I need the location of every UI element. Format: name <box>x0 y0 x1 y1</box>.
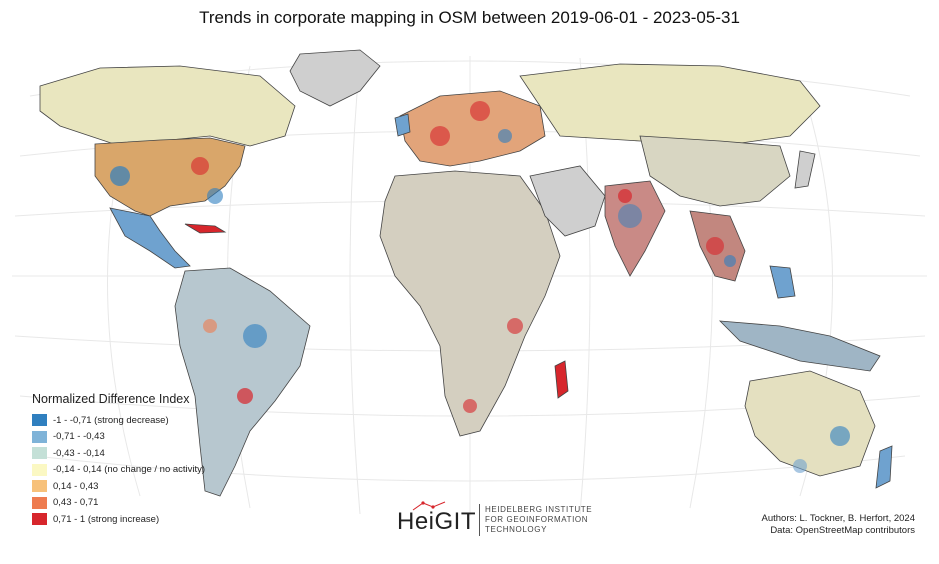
legend-swatch <box>32 480 47 493</box>
legend-label: 0,43 - 0,71 <box>53 497 99 509</box>
landmass-canada <box>39 65 296 147</box>
legend-swatch <box>32 447 47 460</box>
logo-line: TECHNOLOGY <box>485 525 548 534</box>
landmass-madagascar <box>554 360 569 399</box>
landmass-china <box>639 135 791 207</box>
activity-hotspots <box>110 101 850 473</box>
legend-title: Normalized Difference Index <box>32 392 190 406</box>
logo-network-icon <box>412 501 446 511</box>
legend-item: 0,71 - 1 (strong increase) <box>32 511 247 528</box>
legend-item: 0,14 - 0,43 <box>32 478 247 495</box>
world-map-svg <box>12 49 927 516</box>
landmass-uk <box>394 113 411 137</box>
landmass-africa <box>379 170 561 437</box>
landmass-mexico <box>109 207 191 269</box>
data-credit: Data: OpenStreetMap contributors <box>770 525 915 536</box>
legend-swatch <box>32 430 47 443</box>
legend-swatch <box>32 463 47 476</box>
landmass-new-zealand <box>875 445 893 489</box>
legend-label: -1 - -0,71 (strong decrease) <box>53 414 169 426</box>
landmass-japan <box>794 150 816 189</box>
legend-swatch <box>32 496 47 509</box>
legend-swatch <box>32 414 47 427</box>
legend-item: -0,14 - 0,14 (no change / no activity) <box>32 462 247 479</box>
landmass-russia <box>519 63 821 147</box>
legend-label: 0,71 - 1 (strong increase) <box>53 513 160 525</box>
logo-line: FOR GEOINFORMATION <box>485 515 589 524</box>
legend-label: -0,14 - 0,14 (no change / no activity) <box>53 464 206 476</box>
legend-item: -0,71 - -0,43 <box>32 429 247 446</box>
legend-label: -0,71 - -0,43 <box>53 431 105 443</box>
landmass-australia <box>744 370 876 477</box>
heigit-logo: HeiGIT HEIDELBERG INSTITUTE FOR GEOINFOR… <box>397 500 597 540</box>
legend-label: 0,14 - 0,43 <box>53 480 99 492</box>
logo-institute-text: HEIDELBERG INSTITUTE FOR GEOINFORMATION … <box>485 505 592 535</box>
logo-wordmark: HeiGIT <box>397 508 477 535</box>
landmasses <box>39 49 893 497</box>
landmass-india <box>604 180 666 277</box>
world-map <box>0 36 939 526</box>
map-title: Trends in corporate mapping in OSM betwe… <box>199 8 740 27</box>
authors-credit: Authors: L. Tockner, B. Herfort, 2024 <box>761 513 916 524</box>
credits: Authors: L. Tockner, B. Herfort, 2024 Da… <box>762 513 916 537</box>
legend-item: 0,43 - 0,71 <box>32 495 247 512</box>
legend-swatch <box>32 513 47 526</box>
landmass-middle-east <box>529 165 606 237</box>
landmass-caribbean <box>184 223 227 234</box>
landmass-philippines <box>769 265 796 299</box>
landmass-europe <box>399 90 546 167</box>
legend-item: -1 - -0,71 (strong decrease) <box>32 412 247 429</box>
legend-label: -0,43 - -0,14 <box>53 447 105 459</box>
logo-divider <box>479 504 480 536</box>
logo-line: HEIDELBERG INSTITUTE <box>485 505 593 514</box>
landmass-indonesia <box>718 320 881 372</box>
landmass-greenland <box>289 49 381 107</box>
legend: Normalized Difference Index -1 - -0,71 (… <box>32 392 247 528</box>
legend-item: -0,43 - -0,14 <box>32 445 247 462</box>
